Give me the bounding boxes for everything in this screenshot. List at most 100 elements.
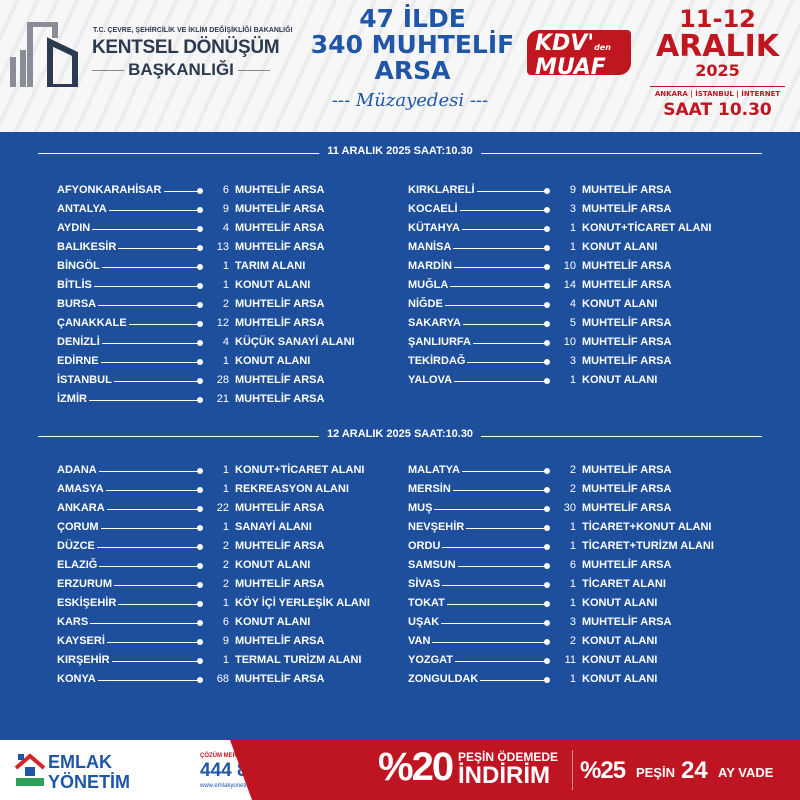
leader-line bbox=[462, 471, 547, 472]
list-item: ÇORUM 1 SANAYİ ALANI bbox=[57, 521, 397, 537]
list-item: MERSİN 2 MUHTELİF ARSA bbox=[408, 483, 748, 499]
parcel-count: 68 bbox=[216, 673, 229, 685]
leader-line bbox=[477, 191, 547, 192]
parcel-type: MUHTELİF ARSA bbox=[235, 298, 325, 310]
leader-line bbox=[94, 286, 200, 287]
bullet-dot bbox=[544, 544, 550, 550]
bullet-dot bbox=[544, 283, 550, 289]
leader-line bbox=[99, 471, 200, 472]
list-item: AFYONKARAHİSAR 6 MUHTELİF ARSA bbox=[57, 184, 397, 200]
province-name: MUĞLA bbox=[408, 279, 449, 291]
province-name: YALOVA bbox=[408, 374, 453, 386]
parcel-type: MUHTELİF ARSA bbox=[582, 616, 672, 628]
bullet-dot bbox=[544, 302, 550, 308]
province-name: ANKARA bbox=[57, 502, 105, 514]
province-name: SAMSUN bbox=[408, 559, 456, 571]
bullet-dot bbox=[544, 601, 550, 607]
list-item: KIRKLARELİ 9 MUHTELİF ARSA bbox=[408, 184, 748, 200]
list-item: ÇANAKKALE 12 MUHTELİF ARSA bbox=[57, 317, 397, 333]
bullet-dot bbox=[544, 639, 550, 645]
province-name: ERZURUM bbox=[57, 578, 112, 590]
parcel-type: MUHTELİF ARSA bbox=[235, 540, 325, 552]
parcel-type: MUHTELİF ARSA bbox=[235, 222, 325, 234]
province-name: BİNGÖL bbox=[57, 260, 100, 272]
parcel-count: 1 bbox=[569, 374, 576, 386]
list-item: SİVAS 1 TİCARET ALANI bbox=[408, 578, 748, 594]
bullet-dot bbox=[197, 226, 203, 232]
province-name: TEKİRDAĞ bbox=[408, 355, 466, 367]
parcel-count: 4 bbox=[569, 298, 576, 310]
bullet-dot bbox=[197, 359, 203, 365]
list-item: ESKİŞEHİR 1 KÖY İÇİ YERLEŞİK ALANI bbox=[57, 597, 397, 613]
leader-line bbox=[89, 400, 200, 401]
leader-line bbox=[164, 191, 200, 192]
parcel-count: 1 bbox=[569, 540, 576, 552]
parcel-count: 5 bbox=[569, 317, 576, 329]
parcel-type: TERMAL TURİZM ALANI bbox=[235, 654, 362, 666]
parcel-type: MUHTELİF ARSA bbox=[582, 279, 672, 291]
leader-line bbox=[114, 381, 200, 382]
bullet-dot bbox=[544, 563, 550, 569]
list-item: BALIKESİR 13 MUHTELİF ARSA bbox=[57, 241, 397, 257]
bullet-dot bbox=[544, 487, 550, 493]
parcel-type: MUHTELİF ARSA bbox=[235, 241, 325, 253]
list-item: ERZURUM 2 MUHTELİF ARSA bbox=[57, 578, 397, 594]
parcel-count: 1 bbox=[569, 597, 576, 609]
parcel-type: KONUT ALANI bbox=[582, 635, 658, 647]
province-name: KÜTAHYA bbox=[408, 222, 460, 234]
org-name: KENTSEL DÖNÜŞÜM bbox=[92, 37, 280, 58]
bullet-dot bbox=[197, 525, 203, 531]
leader-line bbox=[442, 547, 547, 548]
ministry-name: T.C. ÇEVRE, ŞEHİRCİLİK VE İKLİM DEĞİŞİKL… bbox=[93, 27, 293, 34]
leader-line bbox=[98, 305, 200, 306]
parcel-count: 3 bbox=[569, 203, 576, 215]
bullet-dot bbox=[197, 506, 203, 512]
list-item: ZONGULDAK 1 KONUT ALANI bbox=[408, 673, 748, 689]
parcel-type: MUHTELİF ARSA bbox=[582, 203, 672, 215]
leader-line bbox=[92, 229, 200, 230]
bullet-dot bbox=[197, 207, 203, 213]
list-item: NİĞDE 4 KONUT ALANI bbox=[408, 298, 748, 314]
list-item: ANTALYA 9 MUHTELİF ARSA bbox=[57, 203, 397, 219]
parcel-type: KONUT ALANI bbox=[582, 374, 658, 386]
province-name: UŞAK bbox=[408, 616, 440, 628]
leader-line bbox=[101, 362, 200, 363]
section-day1: 11 ARALIK 2025 SAAT:10.30 bbox=[38, 145, 762, 157]
parcel-type: TİCARET ALANI bbox=[582, 578, 666, 590]
province-name: AFYONKARAHİSAR bbox=[57, 184, 162, 196]
bullet-dot bbox=[197, 245, 203, 251]
leader-line bbox=[90, 623, 200, 624]
parcel-count: 1 bbox=[222, 355, 229, 367]
leader-line bbox=[106, 490, 200, 491]
bullet-dot bbox=[544, 226, 550, 232]
parcel-type: MUHTELİF ARSA bbox=[235, 203, 325, 215]
parcel-type: REKREASYON ALANI bbox=[235, 483, 349, 495]
leader-line bbox=[442, 585, 547, 586]
list-item: ORDU 1 TİCARET+TURİZM ALANI bbox=[408, 540, 748, 556]
province-name: SİVAS bbox=[408, 578, 441, 590]
parcel-type: MUHTELİF ARSA bbox=[582, 483, 672, 495]
parcel-count: 10 bbox=[563, 260, 576, 272]
bullet-dot bbox=[544, 506, 550, 512]
badge-small: den bbox=[594, 43, 611, 52]
parcel-count: 2 bbox=[222, 578, 229, 590]
website-link[interactable]: www.emlakyonetim.com.tr bbox=[200, 783, 270, 789]
leader-line bbox=[98, 680, 200, 681]
building-logo-icon bbox=[10, 22, 78, 87]
list-item: AYDIN 4 MUHTELİF ARSA bbox=[57, 222, 397, 238]
bullet-dot bbox=[544, 620, 550, 626]
vat-exempt-badge: KDV'den MUAF bbox=[527, 30, 631, 79]
down-payment-label: PEŞİN bbox=[636, 765, 676, 780]
leader-line bbox=[463, 324, 547, 325]
leader-line bbox=[450, 286, 547, 287]
bullet-dot bbox=[197, 620, 203, 626]
province-name: YOZGAT bbox=[408, 654, 454, 666]
list-item: MUĞLA 14 MUHTELİF ARSA bbox=[408, 279, 748, 295]
locations: ANKARA | İSTANBUL | İNTERNET bbox=[650, 86, 785, 98]
province-name: MERSİN bbox=[408, 483, 451, 495]
bullet-dot bbox=[544, 321, 550, 327]
province-name: İZMİR bbox=[57, 393, 87, 405]
parcel-count: 4 bbox=[222, 222, 229, 234]
leader-line bbox=[118, 604, 200, 605]
divider bbox=[572, 750, 573, 790]
